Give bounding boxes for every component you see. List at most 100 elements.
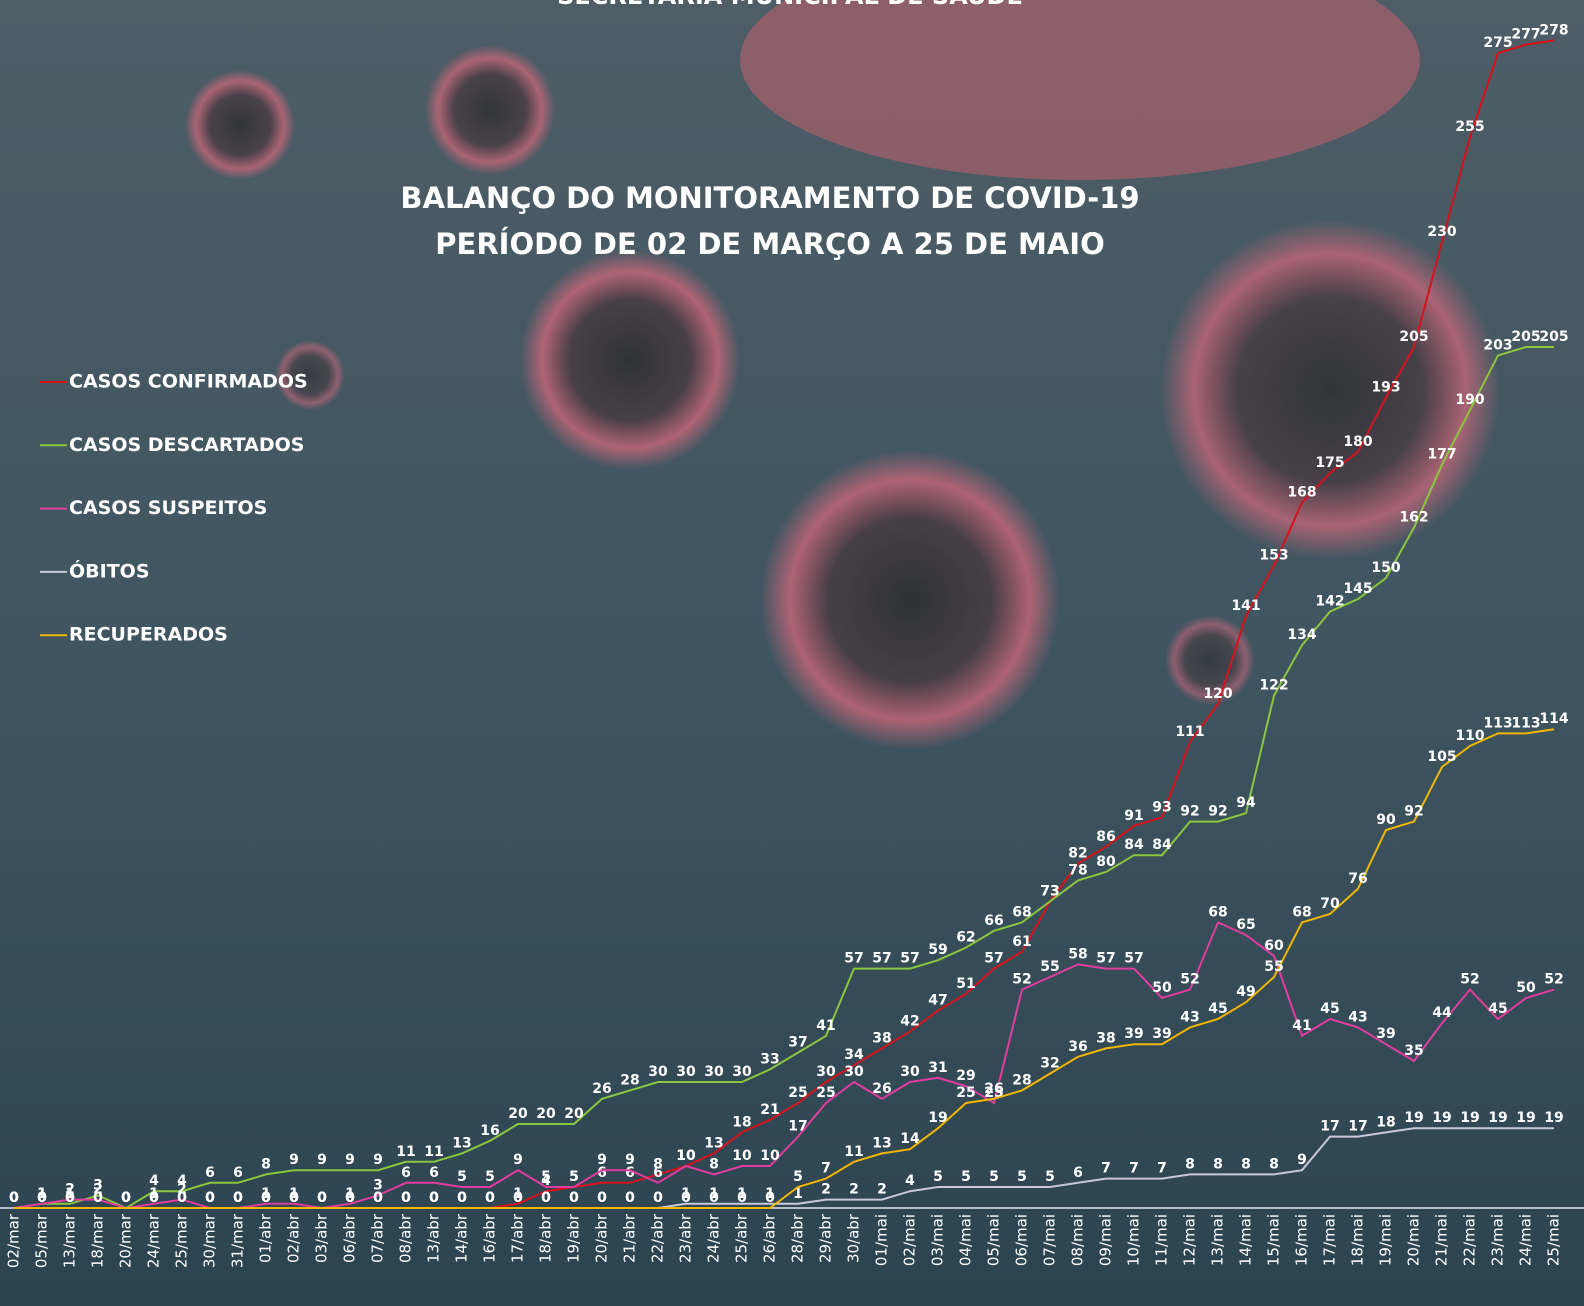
data-label: 26 — [984, 1081, 1003, 1097]
x-tick-label: 28/abr — [789, 1213, 807, 1263]
data-label: 90 — [1376, 812, 1396, 828]
data-label: 277 — [1511, 27, 1540, 43]
data-label: 45 — [1488, 1001, 1507, 1017]
data-label: 0 — [737, 1190, 747, 1206]
data-label: 0 — [121, 1190, 131, 1206]
x-tick-label: 24/abr — [705, 1213, 723, 1263]
data-label: 38 — [872, 1030, 891, 1046]
data-label: 78 — [1068, 862, 1087, 878]
data-label: 30 — [844, 1064, 864, 1080]
data-label: 7 — [1157, 1161, 1167, 1177]
data-label: 0 — [233, 1190, 243, 1206]
data-label: 21 — [760, 1102, 779, 1118]
data-label: 113 — [1483, 715, 1512, 731]
data-label: 91 — [1124, 808, 1143, 824]
data-label: 29 — [956, 1068, 975, 1084]
data-label: 57 — [1096, 951, 1115, 967]
data-label: 32 — [1040, 1056, 1059, 1072]
data-label: 0 — [289, 1190, 299, 1206]
data-label: 50 — [1152, 980, 1172, 996]
data-label: 52 — [1544, 972, 1563, 988]
data-label: 92 — [1404, 804, 1423, 820]
data-label: 19 — [1516, 1110, 1535, 1126]
data-label: 35 — [1404, 1043, 1423, 1059]
chart-title: BALANÇO DO MONITORAMENTO DE COVID-19 — [400, 181, 1139, 215]
data-label: 122 — [1259, 678, 1288, 694]
data-label: 43 — [1348, 1009, 1367, 1025]
data-label: 0 — [177, 1190, 187, 1206]
x-tick-label: 01/mai — [873, 1214, 891, 1266]
data-label: 45 — [1320, 1001, 1339, 1017]
data-label: 68 — [1208, 904, 1227, 920]
data-label: 30 — [704, 1064, 724, 1080]
x-tick-label: 30/mar — [201, 1213, 219, 1268]
data-label: 41 — [816, 1018, 835, 1034]
data-label: 10 — [760, 1148, 780, 1164]
data-label: 9 — [1297, 1152, 1307, 1168]
x-tick-label: 11/mai — [1153, 1214, 1171, 1266]
data-label: 20 — [508, 1106, 528, 1122]
x-tick-label: 01/abr — [257, 1213, 275, 1263]
data-label: 8 — [1213, 1156, 1223, 1172]
data-label: 0 — [625, 1190, 635, 1206]
header: SECRETARIA MUNICIPAL DE SAÚDE — [557, 0, 1023, 10]
chart: SECRETARIA MUNICIPAL DE SAÚDE BALANÇO DO… — [0, 0, 1584, 1306]
legend-label: RECUPERADOS — [69, 624, 228, 646]
data-label: 57 — [1124, 951, 1143, 967]
data-label: 145 — [1343, 581, 1372, 597]
data-label: 20 — [536, 1106, 556, 1122]
x-tick-label: 12/mai — [1181, 1214, 1199, 1266]
data-label: 51 — [956, 976, 975, 992]
data-label: 230 — [1427, 224, 1456, 240]
data-label: 55 — [1264, 959, 1283, 975]
data-label: 94 — [1236, 795, 1256, 811]
x-tick-label: 07/mai — [1041, 1214, 1059, 1266]
data-label: 30 — [732, 1064, 752, 1080]
data-label: 25 — [956, 1085, 975, 1101]
data-label: 0 — [345, 1190, 355, 1206]
x-tick-label: 14/mai — [1237, 1214, 1255, 1266]
x-tick-label: 16/mai — [1293, 1214, 1311, 1266]
data-label: 0 — [261, 1190, 271, 1206]
data-label: 205 — [1539, 329, 1568, 345]
data-label: 11 — [844, 1144, 863, 1160]
data-label: 7 — [1129, 1161, 1139, 1177]
x-tick-label: 23/mai — [1489, 1214, 1507, 1266]
x-tick-label: 24/mar — [145, 1213, 163, 1268]
data-label: 41 — [1292, 1018, 1311, 1034]
data-label: 114 — [1539, 711, 1568, 727]
chart-subtitle: PERÍODO DE 02 DE MARÇO A 25 DE MAIO — [435, 227, 1104, 261]
data-label: 180 — [1343, 434, 1372, 450]
data-label: 0 — [401, 1190, 411, 1206]
data-label: 10 — [676, 1148, 696, 1164]
data-label: 19 — [928, 1110, 947, 1126]
data-label: 203 — [1483, 337, 1512, 353]
data-label: 205 — [1511, 329, 1540, 345]
data-label: 7 — [821, 1161, 831, 1177]
data-label: 25 — [816, 1085, 835, 1101]
data-label: 6 — [653, 1165, 663, 1181]
data-label: 5 — [485, 1169, 495, 1185]
data-label: 0 — [653, 1190, 663, 1206]
data-label: 18 — [1376, 1114, 1395, 1130]
data-label: 0 — [485, 1190, 495, 1206]
data-label: 5 — [961, 1169, 971, 1185]
data-label: 5 — [541, 1169, 551, 1185]
x-tick-label: 23/abr — [677, 1213, 695, 1263]
x-tick-label: 13/abr — [425, 1213, 443, 1263]
data-label: 0 — [457, 1190, 467, 1206]
data-label: 57 — [984, 951, 1003, 967]
data-label: 19 — [1432, 1110, 1451, 1126]
data-label: 5 — [933, 1169, 943, 1185]
data-label: 68 — [1292, 904, 1311, 920]
x-tick-label: 08/abr — [397, 1213, 415, 1263]
data-label: 92 — [1180, 804, 1199, 820]
data-label: 59 — [928, 942, 947, 958]
data-label: 9 — [597, 1152, 607, 1168]
data-label: 110 — [1455, 728, 1484, 744]
data-label: 8 — [261, 1156, 271, 1172]
x-tick-label: 03/mai — [929, 1214, 947, 1266]
x-tick-label: 24/mai — [1517, 1214, 1535, 1266]
data-label: 36 — [1068, 1039, 1087, 1055]
x-tick-label: 08/mai — [1069, 1214, 1087, 1266]
